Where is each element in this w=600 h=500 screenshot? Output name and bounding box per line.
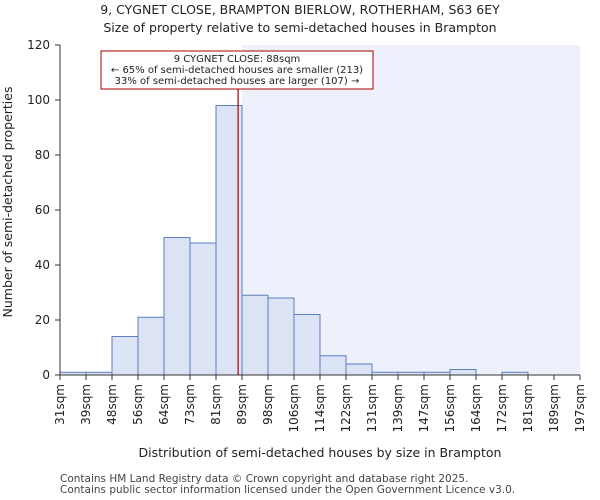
histogram-bar [241,294,269,376]
histogram-bar [163,237,191,376]
x-tick-label: 181sqm [521,384,535,432]
y-tick-label: 80 [35,148,50,162]
chart-title: 9, CYGNET CLOSE, BRAMPTON BIERLOW, ROTHE… [100,2,500,17]
histogram-bar [111,336,139,376]
histogram-bar [345,363,373,376]
histogram-bar [189,242,217,376]
x-tick-label: 39sqm [79,384,93,425]
y-tick-label: 60 [35,203,50,217]
x-tick-label: 64sqm [157,384,171,425]
y-tick-label: 120 [27,38,50,52]
x-tick-label: 73sqm [183,384,197,425]
y-tick-label: 100 [27,93,50,107]
x-tick-label: 106sqm [287,384,301,432]
histogram-bar [293,314,321,376]
annotation-text: ← 65% of semi-detached houses are smalle… [111,65,363,76]
x-tick-label: 31sqm [53,384,67,425]
histogram-bar [267,297,295,376]
x-tick-label: 147sqm [417,384,431,432]
x-tick-label: 122sqm [339,384,353,432]
x-tick-label: 164sqm [469,384,483,432]
x-tick-label: 197sqm [573,384,587,432]
histogram-bar [319,355,347,376]
chart-subtitle: Size of property relative to semi-detach… [103,20,497,35]
x-tick-label: 156sqm [443,384,457,432]
histogram-bar [449,369,477,376]
y-tick-label: 0 [42,368,50,382]
y-tick-label: 40 [35,258,50,272]
x-tick-label: 114sqm [313,384,327,432]
x-tick-label: 98sqm [261,384,275,425]
y-tick-label: 20 [35,313,50,327]
x-tick-label: 131sqm [365,384,379,432]
annotation-text: 33% of semi-detached houses are larger (… [115,76,360,87]
x-tick-label: 139sqm [391,384,405,432]
footer-licence: Contains public sector information licen… [60,484,516,496]
annotation-text: 9 CYGNET CLOSE: 88sqm [174,54,301,65]
y-axis-label: Number of semi-detached properties [0,87,15,318]
x-tick-label: 56sqm [131,384,145,425]
x-tick-label: 48sqm [105,384,119,425]
annotation-box [100,50,374,90]
x-tick-label: 89sqm [235,384,249,425]
footer-copyright: Contains HM Land Registry data © Crown c… [60,473,469,485]
x-tick-label: 189sqm [547,384,561,432]
x-tick-label: 172sqm [495,384,509,432]
histogram-bar [137,316,165,376]
x-tick-label: 81sqm [209,384,223,425]
x-axis-label: Distribution of semi-detached houses by … [139,445,502,460]
